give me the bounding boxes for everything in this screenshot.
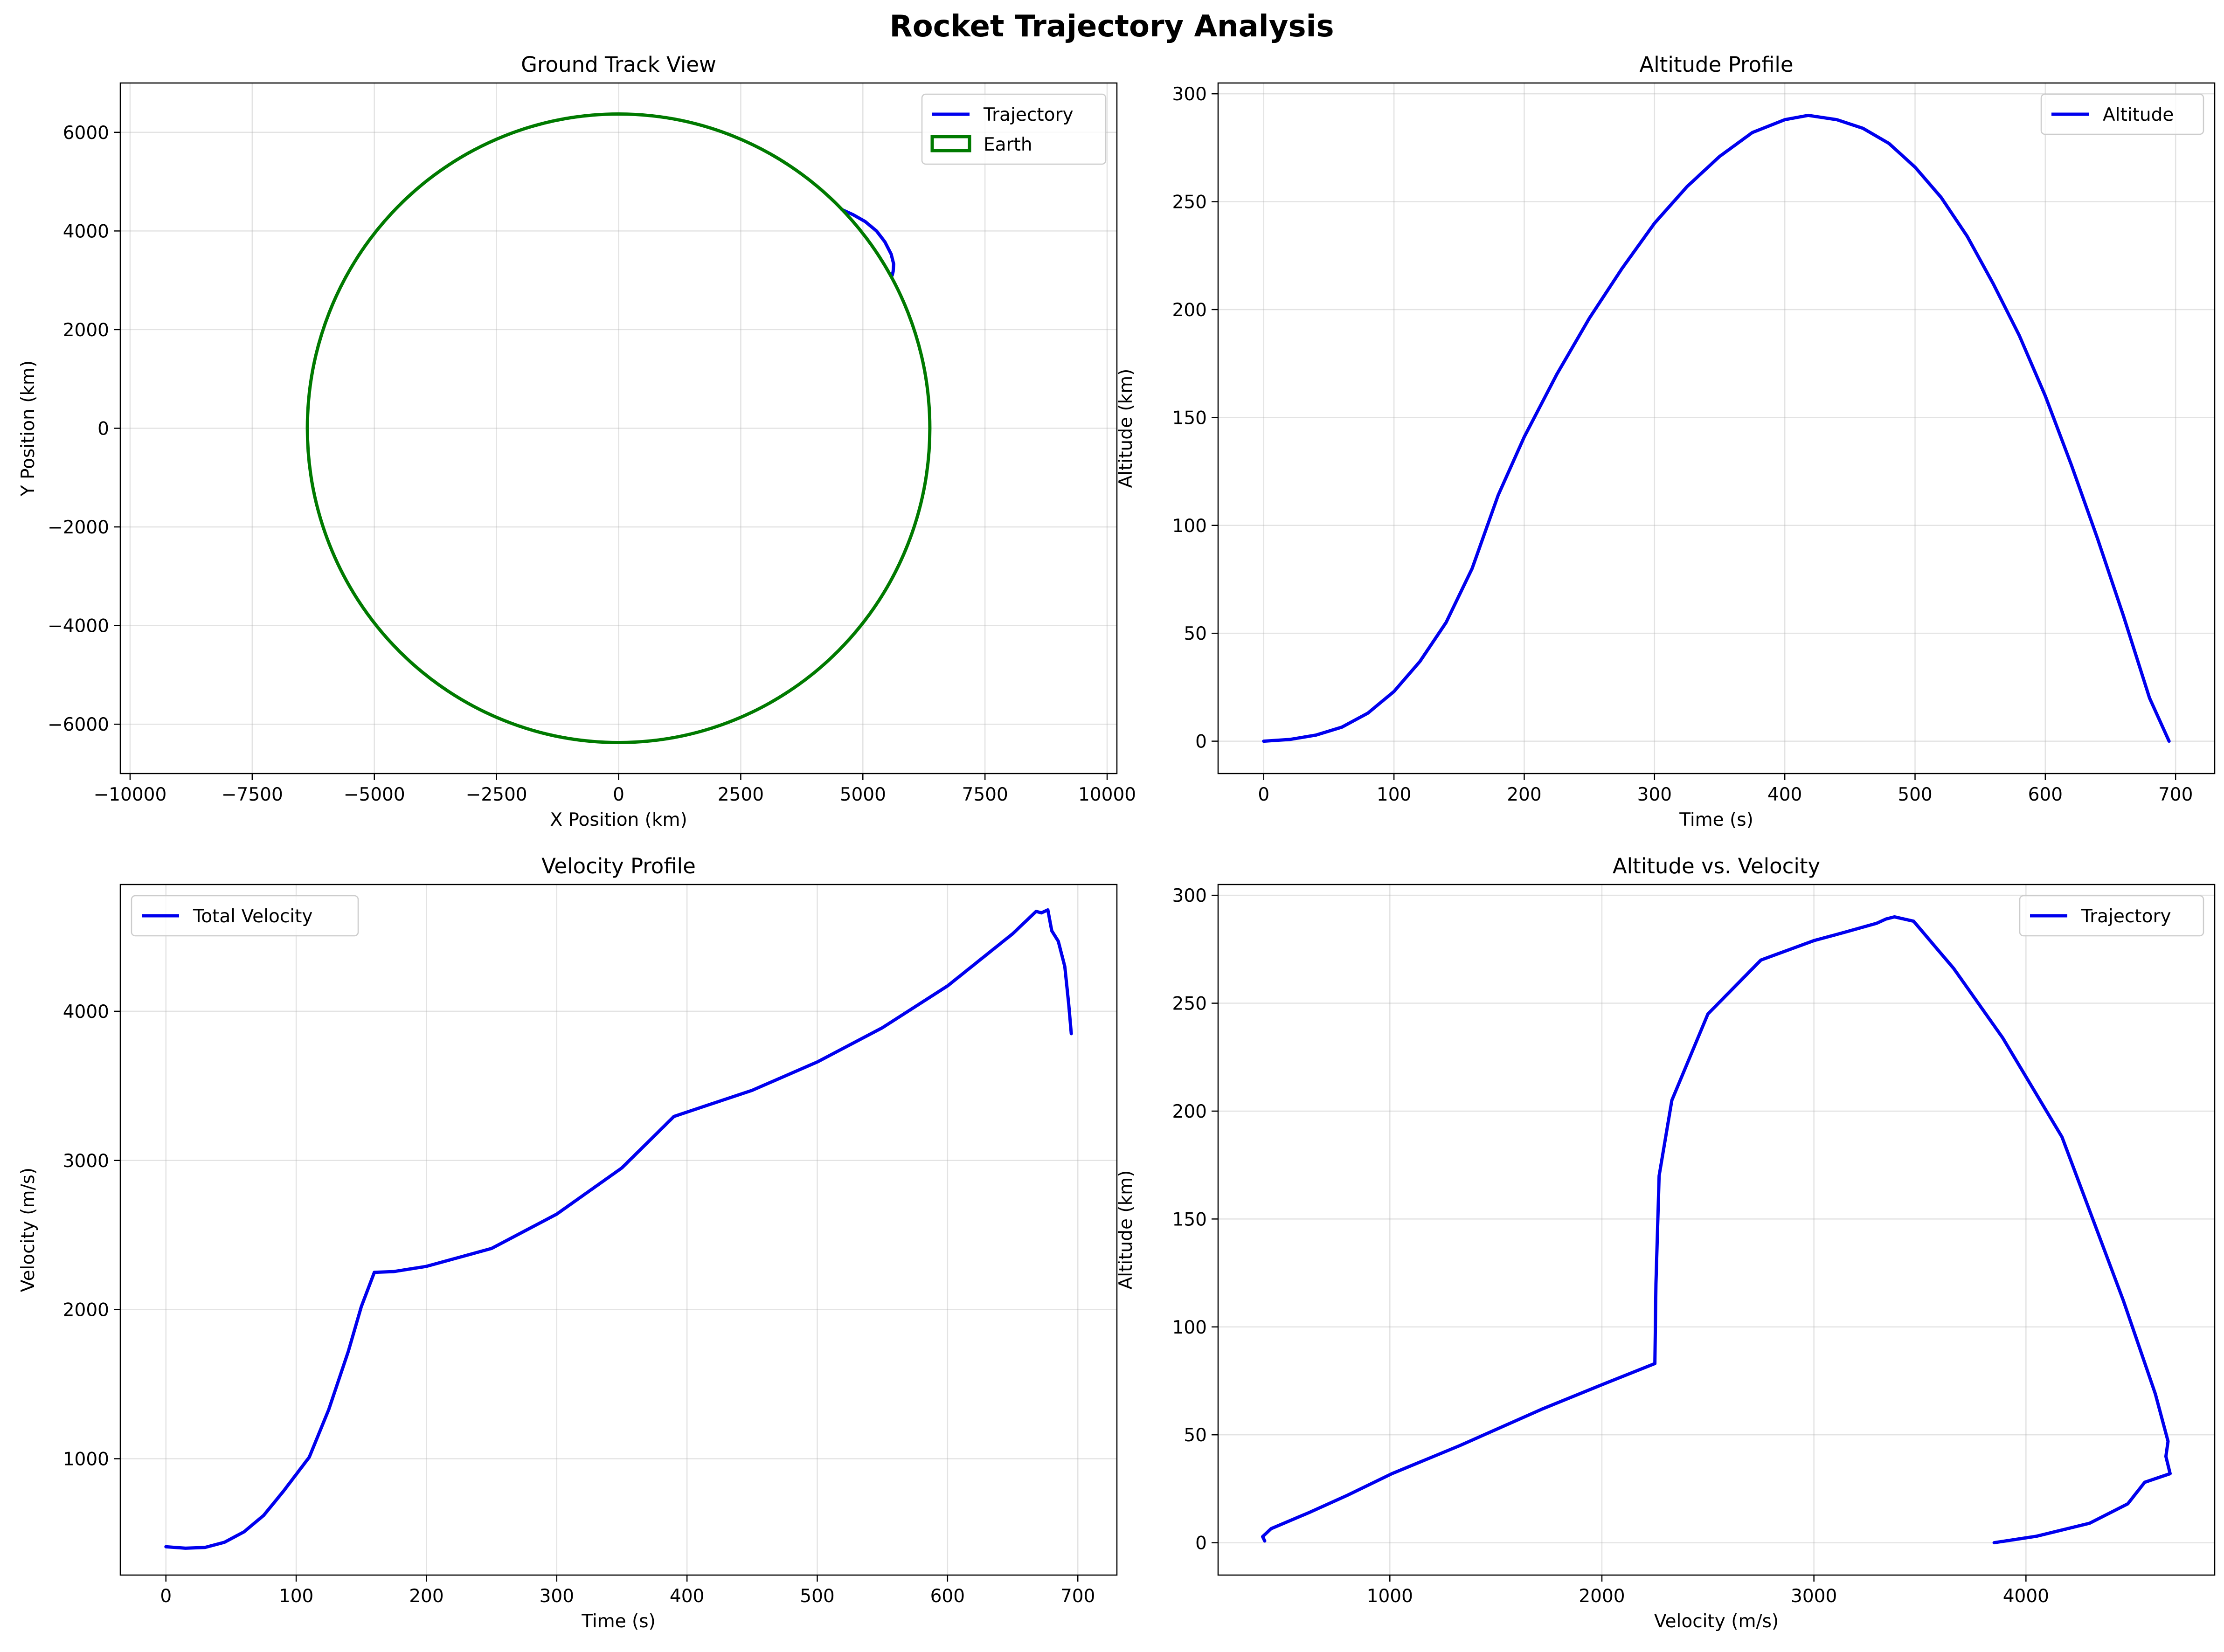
- y-tick-label: 200: [1172, 1101, 1207, 1122]
- legend: Trajectory: [2019, 895, 2204, 937]
- series-line-altitude: [1262, 113, 2171, 743]
- series-line-trajectory: [1261, 915, 2172, 1545]
- y-tick-label: 6000: [63, 123, 109, 144]
- x-tick-label: 700: [1060, 1586, 1095, 1607]
- x-tick-label: 0: [613, 784, 624, 805]
- series-line-trajectory: [840, 208, 895, 277]
- x-tick-label: 100: [1377, 784, 1411, 805]
- x-tick-label: 0: [160, 1586, 172, 1607]
- y-axis-label: Altitude (km): [1115, 369, 1136, 488]
- x-tick-label: 3000: [1791, 1586, 1837, 1607]
- x-tick-label: 7500: [962, 784, 1008, 805]
- x-axis-label: Time (s): [1679, 809, 1753, 830]
- chart-title: Altitude vs. Velocity: [1613, 854, 1820, 878]
- y-tick-label: 150: [1172, 1209, 1207, 1230]
- y-tick-label: 50: [1184, 623, 1207, 644]
- y-axis-label: Y Position (km): [18, 360, 39, 497]
- chart-panels: −10000 −7500 −5000 −2500 0 2500 5000 7500 10000−…: [18, 52, 2216, 1632]
- x-tick-label: −7500: [222, 784, 283, 805]
- legend-label: Trajectory: [2081, 906, 2171, 927]
- y-tick-label: 4000: [63, 221, 109, 242]
- x-tick-label: 600: [930, 1586, 965, 1607]
- legend-label: Trajectory: [983, 104, 1074, 125]
- x-tick-label: 10000: [1078, 784, 1136, 805]
- x-tick-label: 100: [279, 1586, 313, 1607]
- y-tick-label: 2000: [63, 320, 109, 341]
- y-tick-label: 50: [1184, 1425, 1207, 1446]
- legend: Altitude: [2040, 93, 2204, 135]
- chart-altvel: 1000 2000 3000 4000 0 50 100 150 200 250 300 Altitu…: [1115, 854, 2216, 1632]
- y-axis-label: Velocity (m/s): [18, 1168, 39, 1292]
- y-tick-label: 300: [1172, 885, 1207, 906]
- x-axis-label: X Position (km): [550, 809, 687, 830]
- chart-title: Ground Track View: [521, 52, 716, 77]
- y-tick-label: 2000: [63, 1300, 109, 1321]
- y-axis-label: Altitude (km): [1115, 1170, 1136, 1290]
- chart-title: Altitude Profile: [1639, 52, 1793, 77]
- x-tick-label: −5000: [344, 784, 405, 805]
- y-tick-label: 1000: [63, 1449, 109, 1470]
- axes-frame: [1217, 82, 2216, 774]
- y-tick-label: 250: [1172, 994, 1207, 1015]
- axes-frame: [1217, 884, 2216, 1576]
- x-tick-label: 4000: [2003, 1586, 2049, 1607]
- x-tick-label: 2500: [718, 784, 764, 805]
- x-tick-label: 0: [1258, 784, 1269, 805]
- y-tick-label: 100: [1172, 516, 1207, 537]
- chart-title: Velocity Profile: [541, 854, 696, 878]
- chart-velocity: 0 100 200 300 400 500 600 700 1000 2000 3000 4000 Ve…: [18, 854, 1118, 1632]
- legend-swatch-earth: [930, 135, 971, 152]
- x-tick-label: 500: [1898, 784, 1932, 805]
- x-axis-label: Velocity (m/s): [1654, 1611, 1779, 1632]
- y-tick-label: 200: [1172, 300, 1207, 321]
- legend-label: Total Velocity: [193, 906, 312, 927]
- y-tick-label: 0: [1195, 732, 1207, 753]
- x-tick-label: 300: [540, 1586, 574, 1607]
- y-tick-label: 0: [1195, 1533, 1207, 1554]
- x-tick-label: −10000: [94, 784, 167, 805]
- y-tick-label: 100: [1172, 1317, 1207, 1338]
- legend: Trajectory Earth: [921, 93, 1107, 165]
- x-tick-label: 5000: [840, 784, 886, 805]
- y-tick-label: −6000: [48, 714, 109, 735]
- x-tick-label: 2000: [1579, 1586, 1625, 1607]
- x-tick-label: 1000: [1367, 1586, 1413, 1607]
- y-tick-label: 150: [1172, 408, 1207, 429]
- axes-frame: [119, 884, 1118, 1576]
- y-tick-label: −2000: [48, 517, 109, 538]
- chart-altitude: 0 100 200 300 400 500 600 700 0 50 100 150 200 250 300…: [1115, 52, 2216, 830]
- y-tick-label: −4000: [48, 616, 109, 637]
- x-tick-label: 700: [2158, 784, 2193, 805]
- legend: Total Velocity: [131, 895, 359, 937]
- y-tick-label: 250: [1172, 192, 1207, 213]
- x-axis-label: Time (s): [581, 1611, 656, 1632]
- figure-title: Rocket Trajectory Analysis: [889, 9, 1334, 44]
- x-tick-label: 600: [2028, 784, 2063, 805]
- x-tick-label: 300: [1637, 784, 1672, 805]
- legend-label: Earth: [984, 134, 1032, 155]
- series-earth-circle: [305, 112, 932, 744]
- x-tick-label: 200: [409, 1586, 443, 1607]
- y-tick-label: 4000: [63, 1002, 109, 1023]
- y-tick-label: 3000: [63, 1151, 109, 1172]
- y-tick-label: 0: [97, 419, 109, 440]
- series-line-total-velocity: [164, 908, 1073, 1550]
- x-tick-label: 400: [670, 1586, 704, 1607]
- x-tick-label: 400: [1767, 784, 1802, 805]
- x-tick-label: 500: [800, 1586, 834, 1607]
- x-tick-label: 200: [1507, 784, 1541, 805]
- legend-box: [2040, 93, 2204, 135]
- chart-ground: −10000 −7500 −5000 −2500 0 2500 5000 7500 10000 −…: [18, 52, 1136, 830]
- y-tick-label: 300: [1172, 84, 1207, 105]
- legend-box: [131, 895, 359, 937]
- legend-label: Altitude: [2103, 104, 2174, 125]
- x-tick-label: −2500: [466, 784, 527, 805]
- legend-box: [2019, 895, 2204, 937]
